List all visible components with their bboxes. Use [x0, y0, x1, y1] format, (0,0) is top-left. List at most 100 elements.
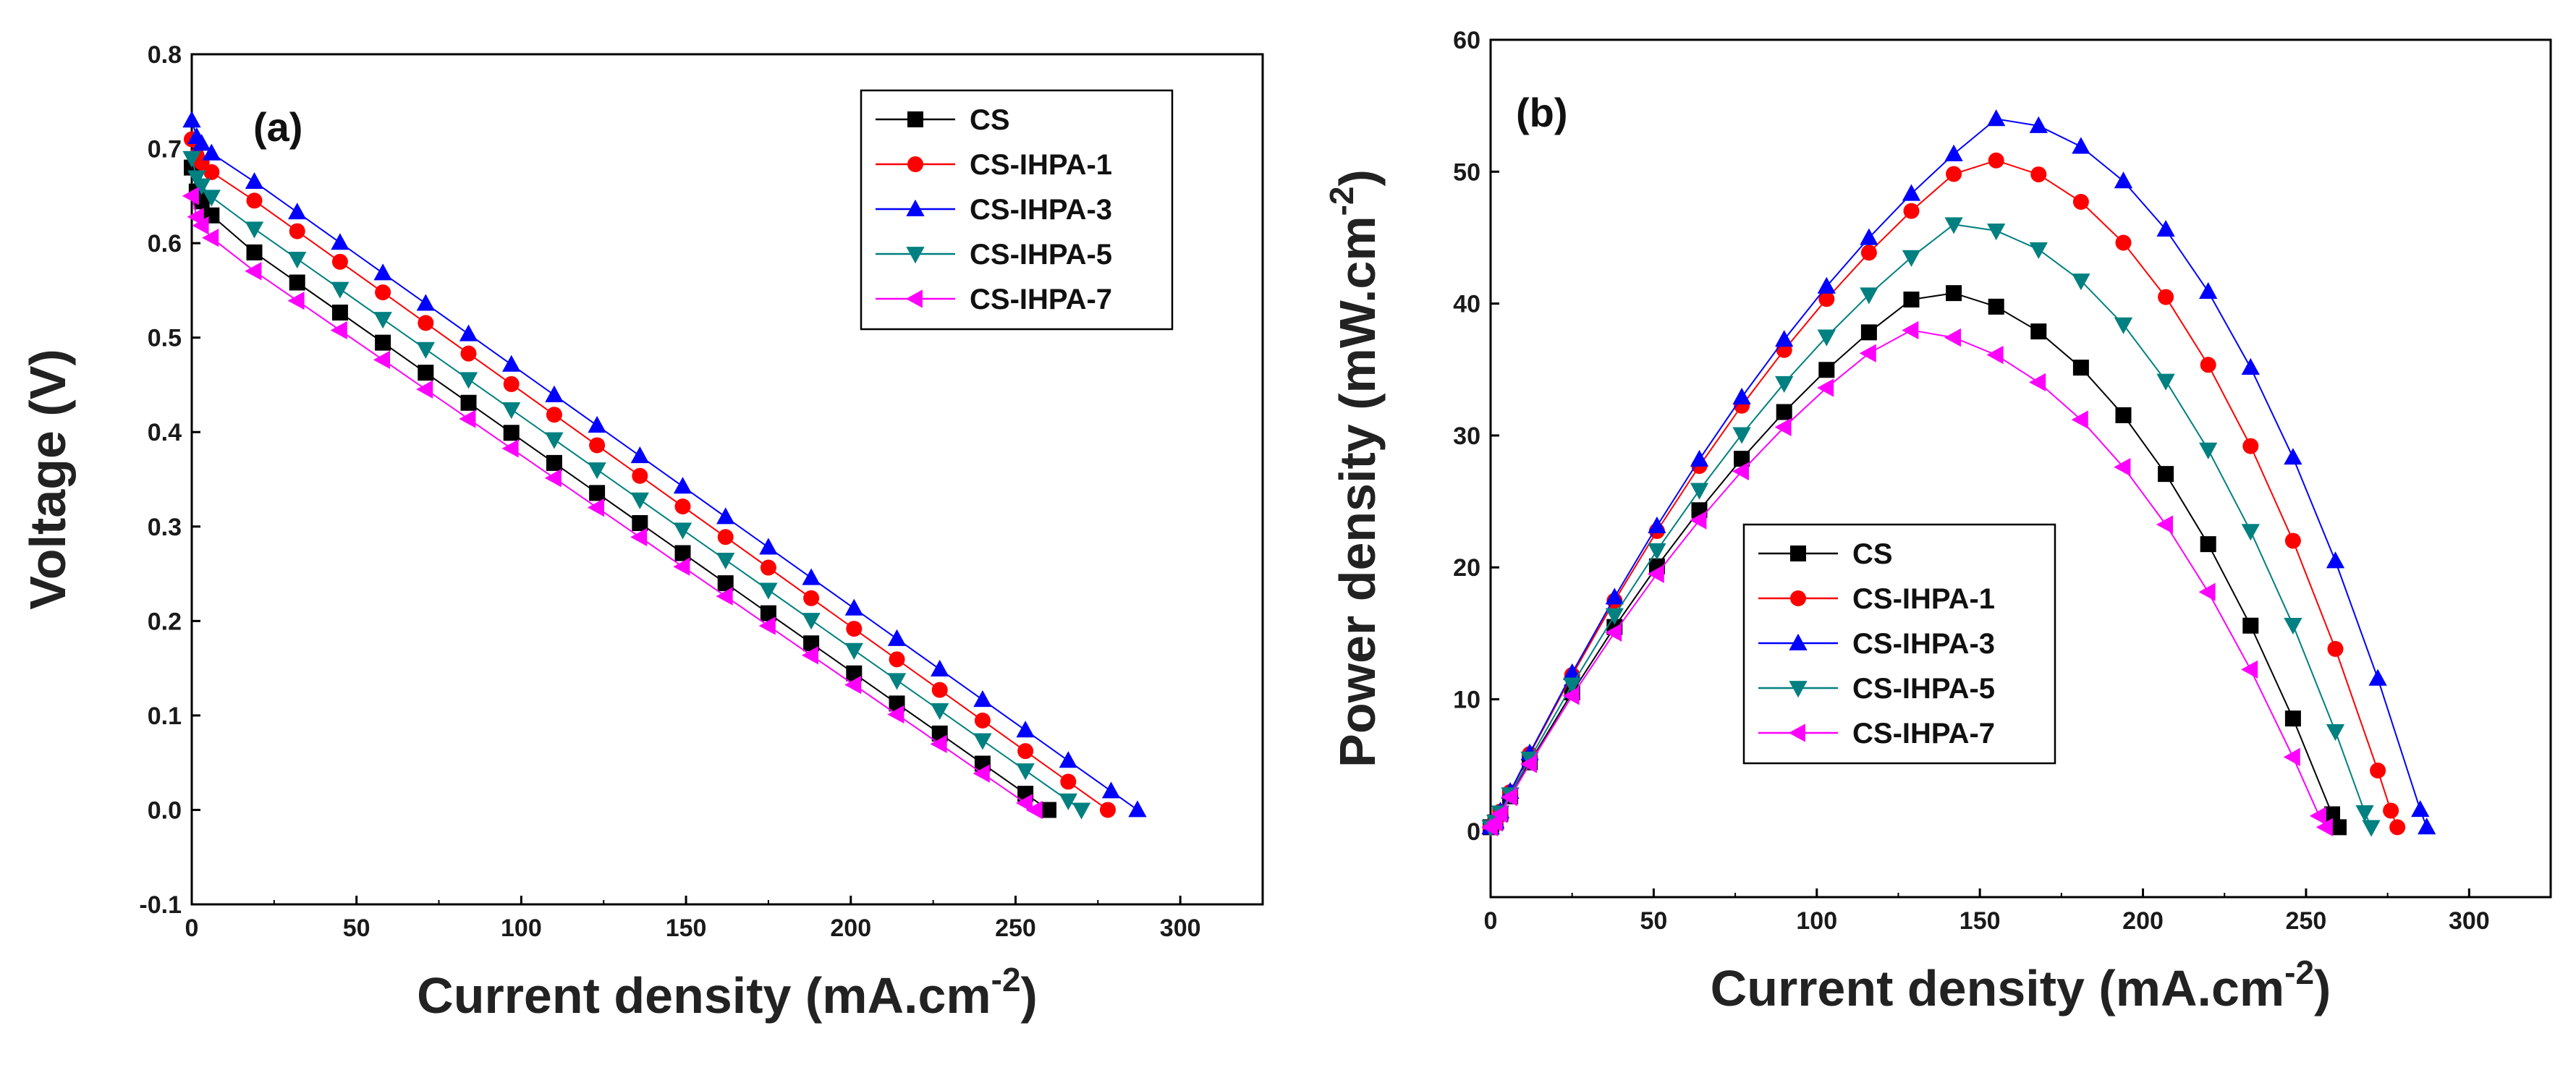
- x-tick-label: 200: [830, 914, 871, 942]
- data-point: [245, 221, 264, 239]
- data-point: [202, 228, 219, 247]
- data-point: [502, 355, 521, 372]
- y-tick-label: 0.4: [148, 419, 182, 446]
- data-point: [887, 673, 907, 690]
- data-point: [1902, 184, 1921, 201]
- data-point: [588, 462, 606, 480]
- data-point: [1860, 324, 1877, 341]
- y-axis-label: Voltage (V): [20, 349, 76, 609]
- data-point: [1988, 298, 2004, 315]
- data-point: [1817, 276, 1836, 294]
- data-point: [2030, 166, 2047, 183]
- data-point: [373, 263, 392, 281]
- plot-frame: [1489, 38, 2552, 899]
- data-point: [2199, 281, 2218, 299]
- y-tick-label: 0.3: [148, 514, 182, 541]
- series-cs-ihpa-3: [182, 111, 1147, 818]
- legend-label: CS-IHPA-1: [970, 149, 1112, 181]
- y-tick-label: 10: [1453, 687, 1480, 714]
- data-point: [288, 251, 307, 269]
- data-point: [1690, 483, 1709, 500]
- data-point: [2029, 242, 2048, 260]
- data-point: [2115, 234, 2132, 251]
- plot-area: [1480, 109, 2436, 837]
- data-point: [459, 409, 476, 428]
- data-point: [844, 675, 862, 695]
- legend-label: CS-IHPA-7: [1852, 718, 1995, 750]
- data-point: [2309, 807, 2326, 826]
- data-point: [1944, 144, 1963, 161]
- data-point: [802, 568, 821, 585]
- data-point: [1041, 802, 1056, 818]
- data-point: [2029, 373, 2046, 392]
- data-point: [589, 485, 606, 501]
- data-point: [1605, 608, 1624, 625]
- data-point: [2114, 171, 2133, 189]
- data-point: [2030, 323, 2047, 340]
- legend-marker: [1788, 723, 1805, 742]
- data-point: [1690, 511, 1707, 530]
- data-point: [1860, 287, 1878, 305]
- data-point: [2331, 819, 2347, 836]
- data-point: [2327, 640, 2344, 657]
- y-tick-label: 60: [1453, 27, 1480, 54]
- data-point: [931, 682, 948, 698]
- data-point: [674, 498, 691, 515]
- data-point: [673, 557, 690, 576]
- data-point: [1946, 166, 1962, 182]
- data-point: [418, 315, 434, 331]
- legend: CS CS-IHPA-1 CS-IHPA-3 CS-IHPA-5 CS-IHPA-7: [1742, 523, 2056, 765]
- data-point: [192, 178, 211, 195]
- data-point: [2072, 360, 2089, 376]
- data-point: [246, 244, 263, 260]
- legend-label: CS-IHPA-5: [1852, 673, 1995, 705]
- data-point: [1859, 344, 1876, 362]
- data-point: [673, 477, 692, 494]
- data-point: [930, 734, 947, 753]
- y-tick-label: 20: [1453, 554, 1480, 582]
- data-point: [2326, 551, 2345, 569]
- data-point: [1818, 291, 1835, 307]
- data-point: [1732, 427, 1751, 444]
- x-tick-label: 300: [2449, 907, 2490, 935]
- data-point: [759, 582, 778, 600]
- data-point: [1016, 721, 1035, 738]
- data-point: [844, 598, 863, 616]
- data-point: [1944, 217, 1963, 234]
- y-tick-label: 0.8: [148, 41, 182, 69]
- data-point: [2072, 137, 2090, 154]
- data-point: [2114, 317, 2133, 334]
- data-point: [1987, 109, 2006, 127]
- data-point: [2029, 116, 2048, 133]
- x-tick-label: 100: [1796, 907, 1837, 935]
- data-point: [459, 372, 478, 389]
- data-point: [416, 380, 433, 399]
- legend-marker: [906, 247, 925, 264]
- data-point: [973, 733, 992, 750]
- x-tick-label: 200: [2122, 907, 2164, 935]
- data-point: [545, 385, 564, 402]
- x-axis-label: Current density (mA.cm-2): [417, 961, 1038, 1024]
- y-tick-label: -0.1: [139, 891, 182, 919]
- data-point: [1025, 800, 1043, 820]
- data-point: [1520, 755, 1537, 773]
- data-point: [418, 365, 434, 381]
- data-point: [1817, 329, 1836, 347]
- data-point: [373, 312, 392, 329]
- data-point: [760, 605, 776, 621]
- data-point: [2418, 818, 2436, 835]
- series-line: [1490, 224, 2373, 828]
- y-tick-label: 0.6: [148, 230, 182, 258]
- data-point: [2115, 407, 2132, 423]
- data-point: [2284, 448, 2302, 465]
- data-point: [2072, 273, 2090, 291]
- data-point: [1987, 223, 2006, 241]
- data-point: [331, 253, 348, 270]
- plot-frame: [190, 53, 1264, 906]
- data-point: [2156, 515, 2173, 534]
- data-point: [375, 334, 391, 351]
- data-point: [503, 425, 520, 441]
- data-point: [2326, 724, 2345, 742]
- x-tick-label: 250: [2286, 907, 2327, 935]
- y-axis-label: Power density (mW.cm-2): [1323, 169, 1386, 768]
